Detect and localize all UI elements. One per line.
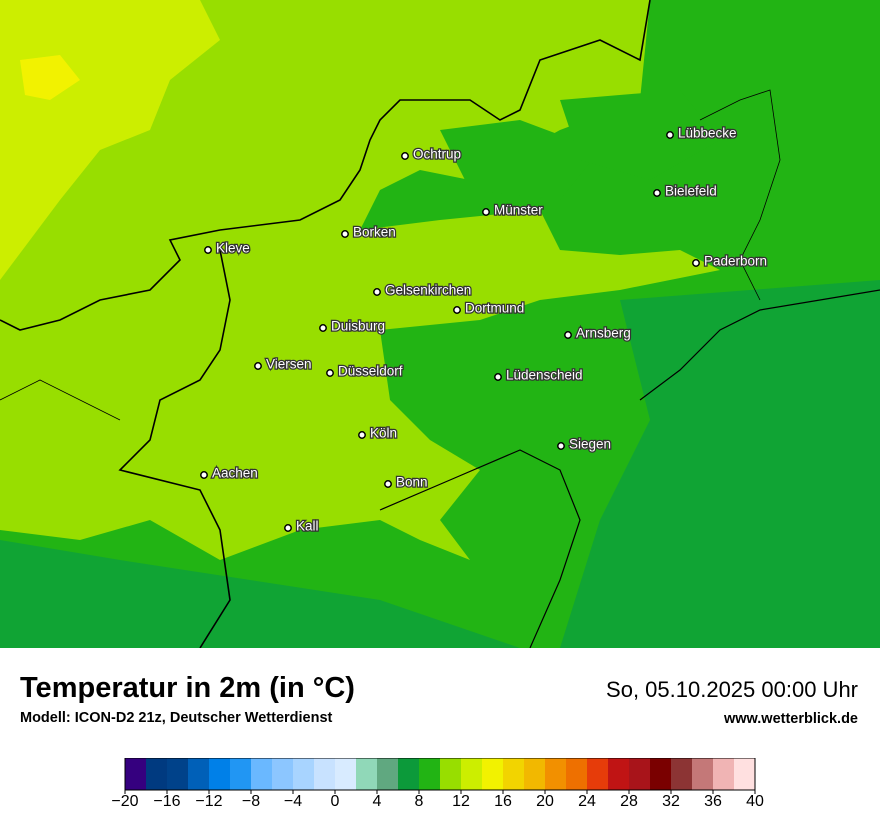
city-dot [666,131,674,139]
colorbar-tick-label: 36 [704,793,722,810]
city-dot [373,288,381,296]
date: So, 05.10.2025 00:00 Uhr [606,677,858,702]
website: www.wetterblick.de [723,711,858,727]
colorbar-segment [440,758,462,790]
borders [0,0,880,648]
city-dot [358,431,366,439]
city-dot [482,208,490,216]
city-dot [557,442,565,450]
city-dot [692,259,700,267]
map: Ochtrup Lübbecke Bielefeld Münster Borken Kle… [0,0,880,648]
colorbar-segment [293,758,315,790]
city-label: Kleve [216,241,250,256]
city-dot [384,480,392,488]
city-label: Gelsenkirchen [385,283,471,298]
city-label: Dortmund [465,301,524,316]
colorbar-tick-label: 12 [452,793,470,810]
colorbar-labels: −20 −16 −12 −8 −4 0 4 8 12 16 20 24 28 32 36 40 [0,793,880,817]
colorbar-tick-label: 24 [578,793,596,810]
city-label: Aachen [212,466,258,481]
colorbar-segment [650,758,672,790]
colorbar-segment [230,758,252,790]
colorbar-segment [377,758,399,790]
city-label: Arnsberg [576,326,631,341]
colorbar-segment [566,758,588,790]
city-dot [319,324,327,332]
colorbar-segment [671,758,693,790]
city-label: Bonn [396,475,428,490]
colorbar-segment [692,758,714,790]
colorbar-tick-label: −4 [283,793,303,810]
city-label: Paderborn [704,254,767,269]
city-dot [564,331,572,339]
colorbar-segment [335,758,357,790]
subtitle: Modell: ICON-D2 21z, Deutscher Wetterdie… [20,710,333,726]
colorbar-tick-label: −12 [195,793,223,810]
colorbar-tick-label: −8 [241,793,261,810]
city-label: Bielefeld [665,184,717,199]
colorbar-segment [398,758,420,790]
colorbar-tick-label: 40 [746,793,764,810]
city-label: Borken [353,225,396,240]
temp-zone [0,540,520,648]
city-dot [204,246,212,254]
colorbar-tick-label: 8 [414,793,424,810]
colorbar-segment [209,758,231,790]
city-dot [200,471,208,479]
colorbar-segment [419,758,441,790]
city-label: Duisburg [331,319,385,334]
temp-zone [20,55,80,100]
colorbar-segment [272,758,294,790]
city-label: Lüdenscheid [506,368,583,383]
colorbar-segment [629,758,651,790]
city-dot [341,230,349,238]
temp-zone [440,120,600,200]
colorbar-segment [251,758,273,790]
city-dot [326,369,334,377]
city-dot [284,524,292,532]
colorbar-segment [545,758,567,790]
city-label: Ochtrup [413,147,461,162]
colorbar-segment [587,758,609,790]
colorbar-segment [482,758,504,790]
city-dot [494,373,502,381]
colorbar-segment [734,758,756,790]
colorbar-segment [188,758,210,790]
colorbar-segment [608,758,630,790]
city-label: Düsseldorf [338,364,403,379]
colorbar-segment [713,758,735,790]
temp-zone [560,280,880,648]
colorbar-tick-label: 28 [620,793,638,810]
colorbar-tick-label: 32 [662,793,680,810]
colorbar-segment [146,758,168,790]
city-label: Lübbecke [678,126,737,141]
city-dot [401,152,409,160]
colorbar-segment [461,758,483,790]
city-label: Siegen [569,437,611,452]
colorbar-tick-label: 0 [330,793,340,810]
city-label: Viersen [266,357,312,372]
colorbar-segment [503,758,525,790]
colorbar-segment [167,758,189,790]
colorbar-tick-label: −16 [153,793,181,810]
colorbar-tick-label: 16 [494,793,512,810]
colorbar-segment [524,758,546,790]
colorbar-tick-label: −20 [111,793,139,810]
colorbar-segment [125,758,147,790]
temp-zone [560,90,720,180]
city-dot [653,189,661,197]
colorbar [124,758,756,794]
city-dot [453,306,461,314]
city-label: Köln [370,426,397,441]
title: Temperatur in 2m (in °C) [20,672,355,704]
city-label: Münster [494,203,543,218]
city-dot [254,362,262,370]
colorbar-tick-label: 4 [372,793,382,810]
colorbar-tick-label: 20 [536,793,554,810]
colorbar-frame [124,758,756,791]
colorbar-segment [356,758,378,790]
city-label: Kall [296,519,319,534]
colorbar-segment [314,758,336,790]
